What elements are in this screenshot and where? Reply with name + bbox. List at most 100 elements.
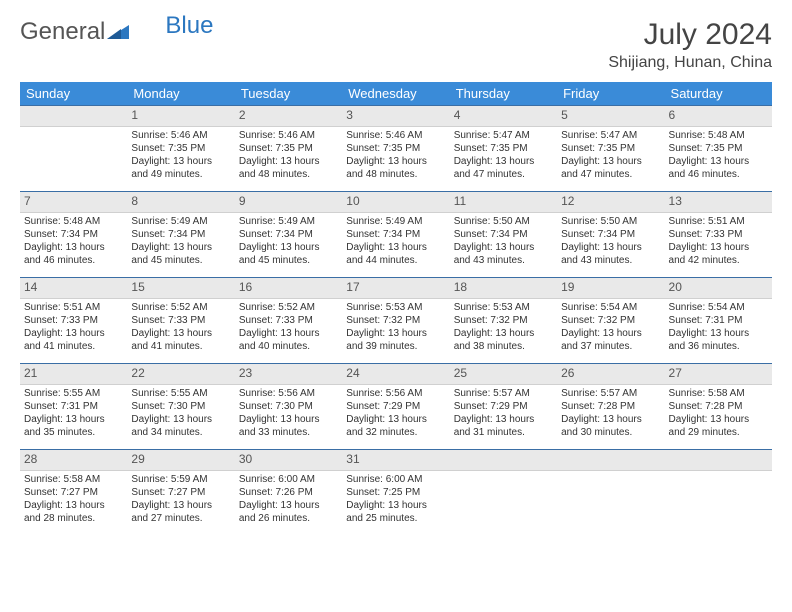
calendar-day-cell: 24Sunrise: 5:56 AMSunset: 7:29 PMDayligh… (342, 363, 449, 449)
day-number: 18 (450, 277, 557, 299)
calendar-day-cell: 26Sunrise: 5:57 AMSunset: 7:28 PMDayligh… (557, 363, 664, 449)
day-number: 29 (127, 449, 234, 471)
day-content: Sunrise: 5:55 AMSunset: 7:31 PMDaylight:… (20, 385, 127, 443)
day-content: Sunrise: 6:00 AMSunset: 7:25 PMDaylight:… (342, 471, 449, 529)
sunset-text: Sunset: 7:27 PM (24, 486, 123, 499)
day-content: Sunrise: 5:48 AMSunset: 7:35 PMDaylight:… (665, 127, 772, 185)
sunrise-text: Sunrise: 5:46 AM (239, 129, 338, 142)
sunset-text: Sunset: 7:30 PM (239, 400, 338, 413)
calendar-day-cell: 6Sunrise: 5:48 AMSunset: 7:35 PMDaylight… (665, 105, 772, 191)
day-number: 22 (127, 363, 234, 385)
calendar-day-cell: 13Sunrise: 5:51 AMSunset: 7:33 PMDayligh… (665, 191, 772, 277)
calendar-day-cell: 22Sunrise: 5:55 AMSunset: 7:30 PMDayligh… (127, 363, 234, 449)
sunset-text: Sunset: 7:33 PM (239, 314, 338, 327)
day-content: Sunrise: 5:52 AMSunset: 7:33 PMDaylight:… (235, 299, 342, 357)
weekday-monday: Monday (127, 82, 234, 105)
sunrise-text: Sunrise: 5:54 AM (561, 301, 660, 314)
daylight-text: Daylight: 13 hours and 43 minutes. (561, 241, 660, 267)
sunrise-text: Sunrise: 5:46 AM (346, 129, 445, 142)
calendar-day-cell (450, 449, 557, 535)
day-number: 15 (127, 277, 234, 299)
sunrise-text: Sunrise: 5:53 AM (454, 301, 553, 314)
sunrise-text: Sunrise: 5:49 AM (131, 215, 230, 228)
sunset-text: Sunset: 7:34 PM (561, 228, 660, 241)
calendar-day-cell: 8Sunrise: 5:49 AMSunset: 7:34 PMDaylight… (127, 191, 234, 277)
sunset-text: Sunset: 7:31 PM (24, 400, 123, 413)
sunset-text: Sunset: 7:35 PM (346, 142, 445, 155)
day-number: 14 (20, 277, 127, 299)
daylight-text: Daylight: 13 hours and 48 minutes. (346, 155, 445, 181)
sunrise-text: Sunrise: 5:55 AM (131, 387, 230, 400)
calendar-day-cell: 27Sunrise: 5:58 AMSunset: 7:28 PMDayligh… (665, 363, 772, 449)
daylight-text: Daylight: 13 hours and 41 minutes. (131, 327, 230, 353)
sunset-text: Sunset: 7:34 PM (131, 228, 230, 241)
calendar-day-cell (557, 449, 664, 535)
daylight-text: Daylight: 13 hours and 26 minutes. (239, 499, 338, 525)
title-month: July 2024 (608, 18, 772, 52)
day-content: Sunrise: 5:57 AMSunset: 7:28 PMDaylight:… (557, 385, 664, 443)
sunrise-text: Sunrise: 5:49 AM (346, 215, 445, 228)
sunset-text: Sunset: 7:29 PM (346, 400, 445, 413)
weekday-wednesday: Wednesday (342, 82, 449, 105)
daylight-text: Daylight: 13 hours and 45 minutes. (131, 241, 230, 267)
day-content: Sunrise: 5:54 AMSunset: 7:31 PMDaylight:… (665, 299, 772, 357)
sunrise-text: Sunrise: 5:50 AM (454, 215, 553, 228)
day-content (665, 471, 772, 521)
daylight-text: Daylight: 13 hours and 46 minutes. (24, 241, 123, 267)
sunset-text: Sunset: 7:32 PM (561, 314, 660, 327)
sunrise-text: Sunrise: 5:57 AM (454, 387, 553, 400)
sunset-text: Sunset: 7:30 PM (131, 400, 230, 413)
sunset-text: Sunset: 7:35 PM (669, 142, 768, 155)
sunset-text: Sunset: 7:33 PM (24, 314, 123, 327)
day-number: 9 (235, 191, 342, 213)
calendar-day-cell: 1Sunrise: 5:46 AMSunset: 7:35 PMDaylight… (127, 105, 234, 191)
day-content: Sunrise: 5:46 AMSunset: 7:35 PMDaylight:… (127, 127, 234, 185)
daylight-text: Daylight: 13 hours and 49 minutes. (131, 155, 230, 181)
day-number: 1 (127, 105, 234, 127)
sunset-text: Sunset: 7:34 PM (346, 228, 445, 241)
sunset-text: Sunset: 7:32 PM (454, 314, 553, 327)
calendar-day-cell: 23Sunrise: 5:56 AMSunset: 7:30 PMDayligh… (235, 363, 342, 449)
day-content: Sunrise: 5:50 AMSunset: 7:34 PMDaylight:… (450, 213, 557, 271)
calendar-day-cell: 15Sunrise: 5:52 AMSunset: 7:33 PMDayligh… (127, 277, 234, 363)
daylight-text: Daylight: 13 hours and 32 minutes. (346, 413, 445, 439)
day-number: 13 (665, 191, 772, 213)
day-number (557, 449, 664, 471)
sunrise-text: Sunrise: 5:52 AM (131, 301, 230, 314)
calendar-day-cell: 12Sunrise: 5:50 AMSunset: 7:34 PMDayligh… (557, 191, 664, 277)
daylight-text: Daylight: 13 hours and 30 minutes. (561, 413, 660, 439)
calendar-day-cell: 4Sunrise: 5:47 AMSunset: 7:35 PMDaylight… (450, 105, 557, 191)
sunset-text: Sunset: 7:35 PM (454, 142, 553, 155)
day-number: 17 (342, 277, 449, 299)
day-number (665, 449, 772, 471)
daylight-text: Daylight: 13 hours and 27 minutes. (131, 499, 230, 525)
title-block: July 2024 Shijiang, Hunan, China (608, 18, 772, 72)
day-content: Sunrise: 5:58 AMSunset: 7:27 PMDaylight:… (20, 471, 127, 529)
sunset-text: Sunset: 7:29 PM (454, 400, 553, 413)
weekday-header-row: Sunday Monday Tuesday Wednesday Thursday… (20, 82, 772, 105)
sunset-text: Sunset: 7:31 PM (669, 314, 768, 327)
calendar-day-cell: 28Sunrise: 5:58 AMSunset: 7:27 PMDayligh… (20, 449, 127, 535)
day-number: 31 (342, 449, 449, 471)
sunrise-text: Sunrise: 6:00 AM (346, 473, 445, 486)
sunrise-text: Sunrise: 5:51 AM (669, 215, 768, 228)
calendar-day-cell: 21Sunrise: 5:55 AMSunset: 7:31 PMDayligh… (20, 363, 127, 449)
day-content: Sunrise: 6:00 AMSunset: 7:26 PMDaylight:… (235, 471, 342, 529)
calendar-week-row: 1Sunrise: 5:46 AMSunset: 7:35 PMDaylight… (20, 105, 772, 191)
day-number (450, 449, 557, 471)
daylight-text: Daylight: 13 hours and 48 minutes. (239, 155, 338, 181)
logo-triangle-icon (107, 18, 129, 46)
daylight-text: Daylight: 13 hours and 37 minutes. (561, 327, 660, 353)
sunrise-text: Sunrise: 5:52 AM (239, 301, 338, 314)
day-number: 2 (235, 105, 342, 127)
day-content: Sunrise: 5:53 AMSunset: 7:32 PMDaylight:… (342, 299, 449, 357)
daylight-text: Daylight: 13 hours and 36 minutes. (669, 327, 768, 353)
sunset-text: Sunset: 7:28 PM (669, 400, 768, 413)
sunrise-text: Sunrise: 5:48 AM (669, 129, 768, 142)
day-number: 19 (557, 277, 664, 299)
calendar-day-cell: 30Sunrise: 6:00 AMSunset: 7:26 PMDayligh… (235, 449, 342, 535)
weekday-friday: Friday (557, 82, 664, 105)
day-content: Sunrise: 5:49 AMSunset: 7:34 PMDaylight:… (127, 213, 234, 271)
sunset-text: Sunset: 7:34 PM (454, 228, 553, 241)
calendar-day-cell: 17Sunrise: 5:53 AMSunset: 7:32 PMDayligh… (342, 277, 449, 363)
